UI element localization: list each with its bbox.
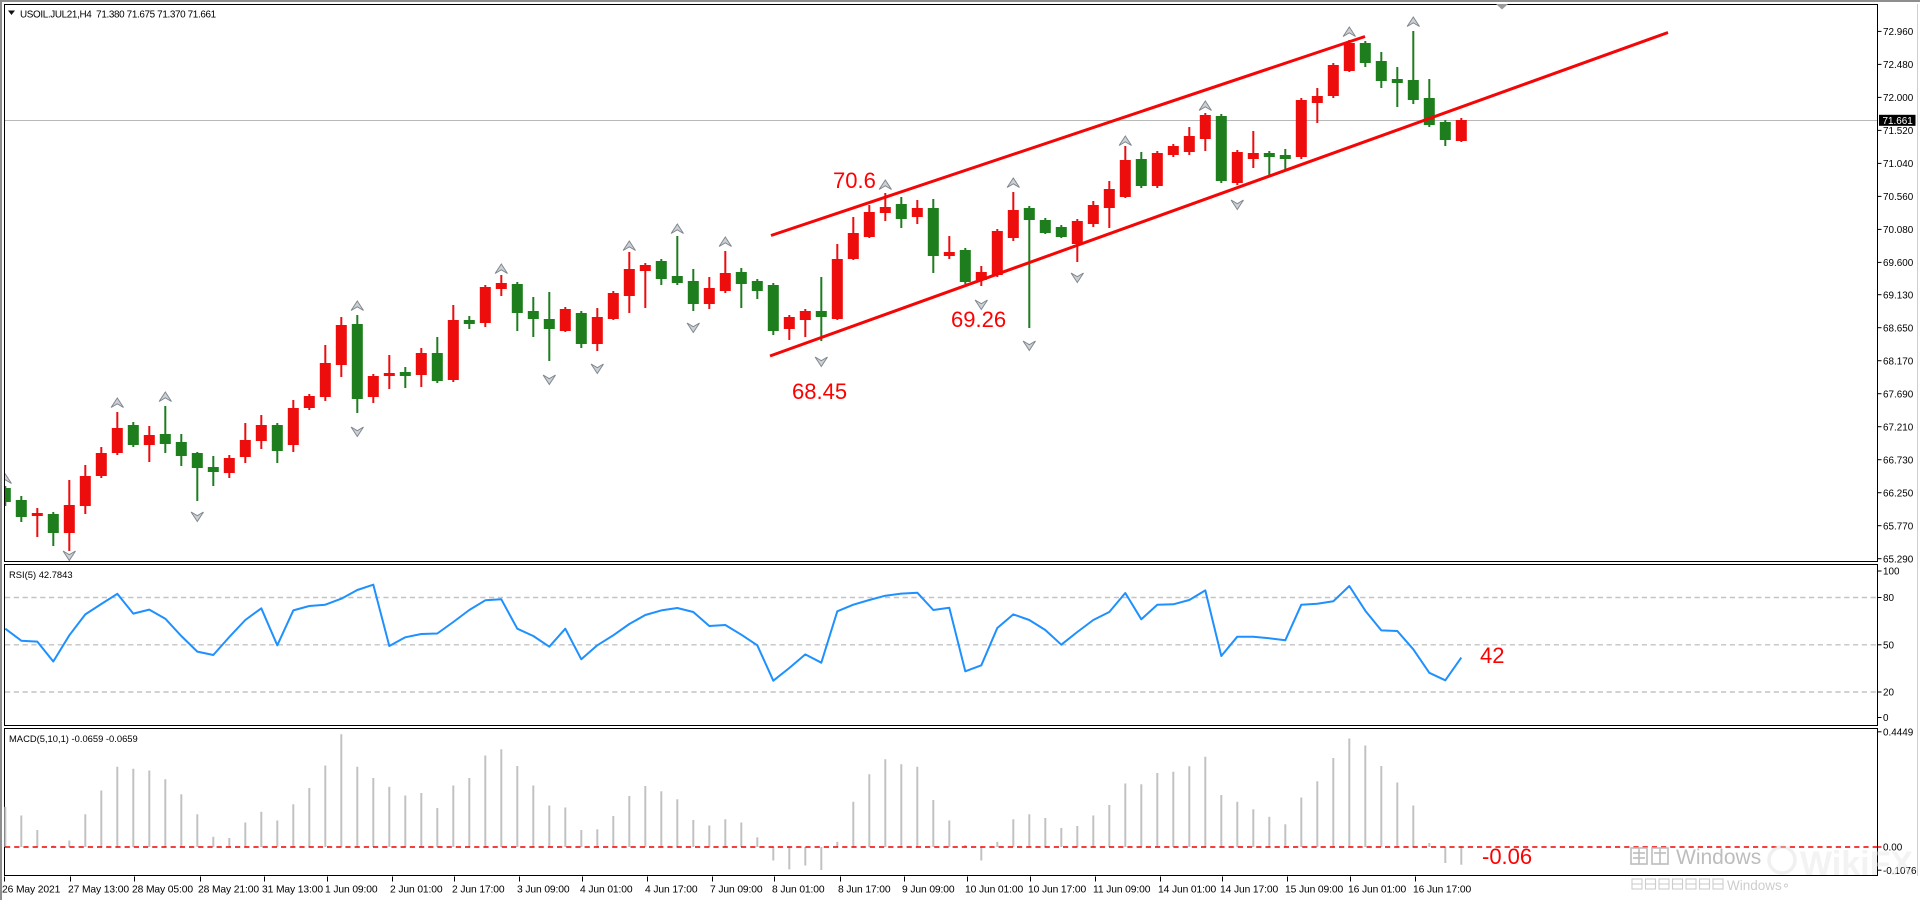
svg-text:20: 20 bbox=[1883, 688, 1894, 699]
svg-text:65.290: 65.290 bbox=[1883, 554, 1914, 565]
svg-text:72.960: 72.960 bbox=[1883, 27, 1914, 38]
svg-text:0.4449: 0.4449 bbox=[1883, 727, 1914, 738]
svg-text:0: 0 bbox=[1883, 713, 1889, 724]
svg-text:66.730: 66.730 bbox=[1883, 455, 1914, 466]
svg-text:70.560: 70.560 bbox=[1883, 192, 1914, 203]
svg-text:3 Jun 09:00: 3 Jun 09:00 bbox=[517, 885, 570, 896]
svg-text:4 Jun 01:00: 4 Jun 01:00 bbox=[580, 885, 633, 896]
svg-text:16 Jun 01:00: 16 Jun 01:00 bbox=[1348, 885, 1406, 896]
svg-text:72.000: 72.000 bbox=[1883, 93, 1914, 104]
svg-text:10 Jun 17:00: 10 Jun 17:00 bbox=[1028, 885, 1086, 896]
svg-text:RSI(5) 42.7843: RSI(5) 42.7843 bbox=[9, 569, 73, 580]
svg-text:68.650: 68.650 bbox=[1883, 323, 1914, 334]
svg-text:80: 80 bbox=[1883, 593, 1894, 604]
svg-text:14 Jun 17:00: 14 Jun 17:00 bbox=[1220, 885, 1278, 896]
svg-text:70.6: 70.6 bbox=[833, 168, 876, 193]
svg-text:28 May 05:00: 28 May 05:00 bbox=[132, 885, 193, 896]
svg-text:69.130: 69.130 bbox=[1883, 290, 1914, 301]
svg-text:31 May 13:00: 31 May 13:00 bbox=[262, 885, 323, 896]
svg-text:Windows: Windows bbox=[1676, 846, 1761, 869]
svg-text:8 Jun 01:00: 8 Jun 01:00 bbox=[772, 885, 825, 896]
svg-text:16 Jun 17:00: 16 Jun 17:00 bbox=[1413, 885, 1471, 896]
svg-text:28 May 21:00: 28 May 21:00 bbox=[198, 885, 259, 896]
svg-text:68.170: 68.170 bbox=[1883, 356, 1914, 367]
svg-text:67.210: 67.210 bbox=[1883, 422, 1914, 433]
svg-text:100: 100 bbox=[1883, 567, 1900, 578]
svg-text:27 May 13:00: 27 May 13:00 bbox=[68, 885, 129, 896]
svg-text:1 Jun 09:00: 1 Jun 09:00 bbox=[325, 885, 378, 896]
svg-text:50: 50 bbox=[1883, 640, 1894, 651]
svg-text:14 Jun 01:00: 14 Jun 01:00 bbox=[1158, 885, 1216, 896]
svg-text:42: 42 bbox=[1480, 643, 1504, 668]
svg-text:69.26: 69.26 bbox=[951, 307, 1006, 332]
svg-text:65.770: 65.770 bbox=[1883, 521, 1914, 532]
svg-text:10 Jun 01:00: 10 Jun 01:00 bbox=[965, 885, 1023, 896]
svg-text:2 Jun 17:00: 2 Jun 17:00 bbox=[452, 885, 505, 896]
svg-text:15 Jun 09:00: 15 Jun 09:00 bbox=[1285, 885, 1343, 896]
svg-text:0.00: 0.00 bbox=[1883, 843, 1903, 854]
svg-text:2 Jun 01:00: 2 Jun 01:00 bbox=[390, 885, 443, 896]
svg-text:Windows∘: Windows∘ bbox=[1727, 878, 1790, 893]
svg-text:7 Jun 09:00: 7 Jun 09:00 bbox=[710, 885, 763, 896]
svg-text:71.661: 71.661 bbox=[1883, 116, 1914, 127]
svg-text:USOIL.JUL21,H4 71.380 71.675: USOIL.JUL21,H4 71.380 71.675 71.370 71.6… bbox=[20, 9, 217, 20]
svg-text:67.690: 67.690 bbox=[1883, 389, 1914, 400]
svg-text:WikiFX: WikiFX bbox=[1800, 845, 1913, 883]
svg-text:4 Jun 17:00: 4 Jun 17:00 bbox=[645, 885, 698, 896]
svg-text:71.520: 71.520 bbox=[1883, 126, 1914, 137]
svg-text:71.040: 71.040 bbox=[1883, 159, 1914, 170]
svg-text:8 Jun 17:00: 8 Jun 17:00 bbox=[838, 885, 891, 896]
svg-text:68.45: 68.45 bbox=[792, 379, 847, 404]
svg-text:66.250: 66.250 bbox=[1883, 488, 1914, 499]
svg-text:MACD(5,10,1) -0.0659 -0.0659: MACD(5,10,1) -0.0659 -0.0659 bbox=[9, 733, 138, 744]
svg-text:69.600: 69.600 bbox=[1883, 258, 1914, 269]
svg-text:11 Jun 09:00: 11 Jun 09:00 bbox=[1093, 885, 1151, 896]
svg-text:72.480: 72.480 bbox=[1883, 60, 1914, 71]
svg-text:-0.06: -0.06 bbox=[1482, 844, 1532, 869]
svg-text:9 Jun 09:00: 9 Jun 09:00 bbox=[902, 885, 955, 896]
svg-text:26 May 2021: 26 May 2021 bbox=[2, 885, 61, 896]
svg-text:70.080: 70.080 bbox=[1883, 225, 1914, 236]
svg-text:-0.1076: -0.1076 bbox=[1883, 866, 1917, 877]
